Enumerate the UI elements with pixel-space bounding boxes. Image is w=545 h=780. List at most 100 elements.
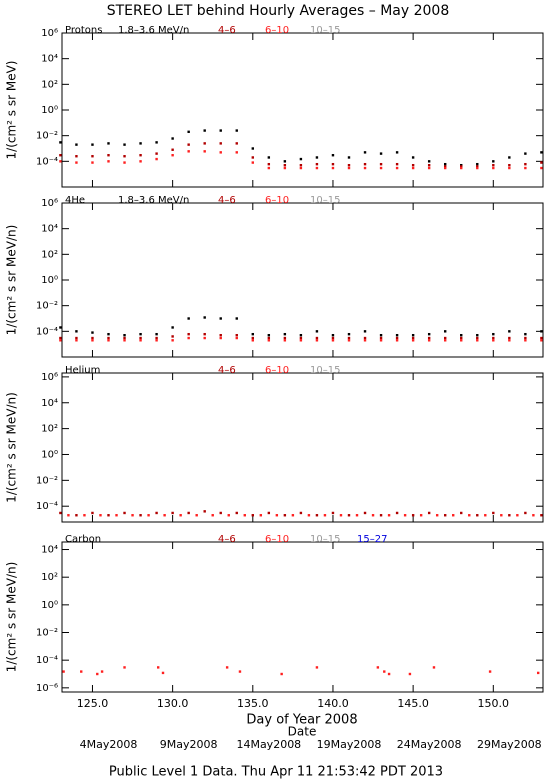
data-point bbox=[492, 163, 495, 167]
data-point bbox=[187, 511, 190, 515]
data-point bbox=[251, 514, 254, 517]
legend-entry: 4–6 bbox=[218, 25, 236, 36]
data-point bbox=[403, 514, 407, 517]
data-point bbox=[432, 666, 436, 669]
data-point bbox=[107, 336, 110, 340]
data-point bbox=[435, 514, 439, 517]
data-point bbox=[387, 672, 391, 676]
date-axis-label: Date bbox=[288, 725, 317, 739]
data-point bbox=[347, 332, 351, 336]
data-point bbox=[476, 166, 479, 170]
data-point bbox=[235, 333, 238, 337]
data-point bbox=[376, 666, 380, 669]
data-point bbox=[443, 162, 447, 166]
data-point bbox=[83, 514, 86, 517]
data-point bbox=[411, 514, 415, 517]
data-point bbox=[331, 162, 335, 166]
data-point bbox=[80, 670, 83, 673]
data-point bbox=[299, 163, 303, 167]
data-point bbox=[460, 165, 463, 168]
data-point bbox=[187, 143, 190, 146]
data-point bbox=[59, 141, 62, 144]
y-tick-label: 10⁴ bbox=[41, 398, 58, 409]
data-point bbox=[155, 339, 158, 342]
data-point bbox=[91, 339, 94, 342]
data-point bbox=[235, 129, 238, 132]
x-tick-label: 150.0 bbox=[478, 697, 510, 710]
y-tick-label: 10² bbox=[41, 249, 58, 260]
data-point bbox=[468, 514, 471, 517]
data-point bbox=[379, 333, 383, 337]
data-point bbox=[187, 130, 190, 134]
data-point bbox=[91, 511, 94, 515]
legend-entry: 1.8–3.6 MeV/n bbox=[118, 195, 189, 206]
data-point bbox=[331, 336, 335, 340]
y-tick-label: 10⁶ bbox=[41, 372, 58, 383]
legend-entry: 1.8–3.6 MeV/n bbox=[118, 25, 189, 36]
data-point bbox=[161, 671, 165, 675]
data-point bbox=[443, 166, 447, 170]
data-point bbox=[395, 339, 399, 342]
data-point bbox=[219, 151, 222, 154]
x-axis-label: Day of Year 2008 bbox=[246, 713, 357, 728]
data-point bbox=[508, 156, 511, 159]
data-point bbox=[387, 514, 391, 517]
data-point bbox=[100, 670, 104, 673]
y-tick-label: 10⁻² bbox=[36, 628, 58, 639]
data-point bbox=[251, 336, 254, 340]
data-point bbox=[443, 336, 447, 340]
data-point bbox=[460, 166, 463, 170]
y-tick-label: 10⁻⁴ bbox=[36, 501, 58, 512]
data-point bbox=[203, 332, 206, 336]
data-point bbox=[155, 511, 158, 515]
legend-entry: 4–6 bbox=[218, 195, 236, 206]
data-point bbox=[395, 336, 399, 340]
data-point bbox=[299, 339, 303, 342]
data-point bbox=[484, 514, 487, 517]
data-point bbox=[363, 151, 367, 154]
data-point bbox=[540, 336, 543, 340]
data-point bbox=[460, 339, 463, 342]
data-point bbox=[540, 161, 543, 164]
x-tick-label: 140.0 bbox=[317, 697, 349, 710]
data-point bbox=[540, 166, 543, 170]
data-point bbox=[347, 336, 351, 340]
data-point bbox=[219, 142, 222, 145]
data-point bbox=[67, 514, 70, 517]
data-point bbox=[283, 339, 287, 342]
y-tick-label: 10⁴ bbox=[41, 545, 58, 556]
data-point bbox=[107, 339, 110, 342]
date-tick-label: 14May2008 bbox=[236, 738, 301, 751]
data-point bbox=[235, 336, 238, 340]
data-point bbox=[492, 339, 495, 342]
legend-entry: 6–10 bbox=[265, 534, 289, 545]
data-point bbox=[363, 336, 367, 340]
data-point bbox=[395, 511, 399, 515]
data-point bbox=[123, 666, 126, 669]
data-point bbox=[411, 163, 415, 167]
data-point bbox=[91, 161, 94, 164]
data-point bbox=[315, 330, 319, 333]
data-point bbox=[238, 670, 242, 673]
date-tick-label: 29May2008 bbox=[477, 738, 542, 751]
data-point bbox=[75, 336, 78, 340]
y-tick-label: 10⁶ bbox=[41, 198, 58, 209]
data-point bbox=[427, 511, 431, 515]
data-point bbox=[283, 336, 287, 340]
data-point bbox=[524, 336, 527, 340]
data-point bbox=[131, 514, 134, 517]
data-point bbox=[139, 332, 142, 336]
data-point bbox=[203, 150, 206, 153]
y-tick-label: 10⁰ bbox=[41, 275, 58, 286]
data-point bbox=[139, 142, 142, 145]
data-point bbox=[492, 511, 495, 515]
data-point bbox=[307, 514, 311, 517]
data-point bbox=[508, 166, 511, 170]
data-point bbox=[251, 332, 254, 336]
data-point bbox=[91, 155, 94, 158]
data-point bbox=[460, 163, 463, 167]
panel-label: Carbon bbox=[65, 534, 101, 545]
data-point bbox=[524, 332, 527, 336]
data-point bbox=[540, 514, 543, 517]
data-point bbox=[299, 333, 303, 337]
